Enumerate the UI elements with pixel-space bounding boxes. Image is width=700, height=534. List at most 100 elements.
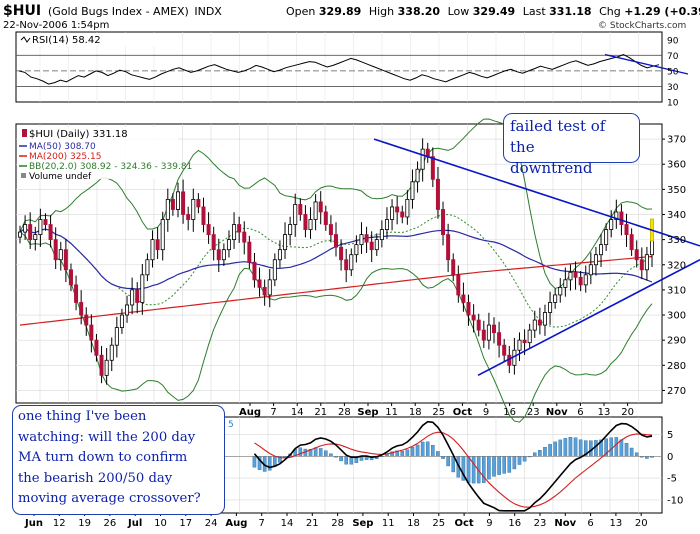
candle	[119, 314, 124, 328]
macd-histogram-bar	[400, 450, 405, 457]
candle	[604, 229, 609, 246]
macd-line	[253, 420, 653, 512]
candle	[170, 199, 175, 210]
candle	[563, 279, 568, 288]
macd-x-tick-label: Jul	[127, 518, 142, 529]
quote-line: Open 329.89 High 338.20 Low 329.49 Last …	[286, 5, 700, 18]
candle	[63, 249, 68, 271]
macd-histogram-bar	[558, 439, 563, 457]
candle	[191, 199, 196, 220]
annotation-line: the bearish 200/50 day	[18, 470, 173, 486]
rsi-y-tick-label: 10	[667, 99, 679, 109]
price-x-tick-label: Aug	[239, 407, 261, 418]
macd-histogram-bar	[344, 456, 348, 465]
candle	[344, 259, 349, 271]
macd-histogram-bar	[492, 456, 496, 477]
copyright: © StockCharts.com	[598, 21, 686, 31]
candle	[476, 319, 481, 331]
price-x-tick-label: 28	[338, 407, 351, 418]
candle	[354, 244, 359, 256]
candle	[390, 206, 395, 220]
candle	[308, 219, 313, 230]
macd-histogram-bar	[614, 437, 619, 457]
candle	[461, 294, 466, 303]
macd-histogram-bar	[420, 441, 425, 457]
candle	[33, 234, 38, 241]
candle	[451, 259, 456, 276]
candle	[68, 269, 73, 286]
macd-histogram-bar	[415, 444, 420, 457]
candle	[175, 191, 180, 210]
candle	[446, 234, 451, 261]
price-x-tick-label: 16	[503, 407, 516, 418]
ma200-legend-label: MA(200) 325.15	[29, 152, 101, 162]
candle	[211, 234, 216, 251]
macd-histogram-bar	[313, 447, 318, 457]
price-x-tick-label: 21	[314, 407, 327, 418]
macd-x-tick-label: 25	[432, 518, 445, 529]
price-y-tick-label: 350	[667, 185, 686, 196]
macd-x-tick-label: 16	[508, 518, 521, 529]
rsi-y-tick-label: 30	[667, 83, 679, 93]
candle	[588, 264, 593, 276]
price-x-tick-label: Nov	[546, 407, 568, 418]
candle	[89, 324, 94, 341]
macd-histogram-bar	[568, 436, 573, 457]
macd-x-tick-label: 23	[534, 518, 547, 529]
candle	[619, 211, 624, 225]
price-y-tick-label: 340	[667, 210, 686, 221]
macd-histogram-bar	[425, 441, 430, 457]
macd-y-tick-label: -5	[667, 474, 677, 485]
downtrend-line	[373, 138, 700, 247]
candle	[293, 204, 298, 225]
rsi-legend-label: RSI(14) 58.42	[32, 35, 101, 46]
macd-histogram-bar	[512, 456, 517, 470]
candle	[247, 241, 252, 263]
candle	[517, 339, 522, 351]
price-x-tick-label: Sep	[357, 407, 378, 418]
macd-histogram-bar	[553, 441, 557, 457]
price-x-tick-label: Oct	[453, 407, 472, 418]
candle	[267, 279, 272, 296]
candle	[609, 219, 614, 230]
price-y-tick-label: 370	[667, 135, 686, 146]
volume-legend-swatch	[21, 173, 26, 178]
macd-histogram-bar	[324, 450, 328, 457]
candle	[303, 214, 308, 230]
candle	[384, 219, 389, 230]
macd-top-label: 5	[228, 420, 234, 430]
candle	[339, 246, 344, 261]
macd-histogram-bar	[339, 456, 343, 462]
rsi-y-tick-label: 90	[667, 36, 679, 46]
candle	[374, 239, 379, 251]
candle	[481, 329, 486, 341]
index-name: (Gold Bugs Index - AMEX) INDX	[48, 5, 222, 18]
candle	[548, 302, 553, 313]
rsi-y-tick-label: 50	[667, 67, 679, 77]
candle	[186, 214, 191, 220]
candle	[522, 339, 527, 344]
price-y-tick-label: 310	[667, 285, 686, 296]
macd-histogram-bar	[543, 447, 547, 457]
macd-y-tick-label: 0	[667, 452, 673, 463]
candle	[272, 259, 277, 281]
candle	[38, 219, 43, 235]
candle	[94, 339, 99, 356]
macd-x-tick-label: 9	[486, 518, 492, 529]
candle	[441, 209, 446, 235]
macd-x-tick-label: Oct	[454, 518, 473, 529]
price-y-tick-label: 290	[667, 336, 686, 347]
macd-histogram-bar	[563, 438, 568, 457]
price-x-tick-label: 25	[432, 407, 445, 418]
candle	[634, 249, 639, 261]
macd-x-tick-label: 11	[382, 518, 395, 529]
macd-histogram-bar	[573, 437, 578, 457]
macd-histogram-bar	[548, 444, 552, 457]
candle	[79, 302, 84, 316]
price-legend-label: $HUI (Daily) 331.18	[29, 129, 128, 140]
candle	[410, 181, 415, 200]
macd-x-tick-label: 10	[154, 518, 167, 529]
candle	[277, 249, 282, 261]
candle	[527, 329, 532, 344]
candle	[43, 219, 48, 225]
